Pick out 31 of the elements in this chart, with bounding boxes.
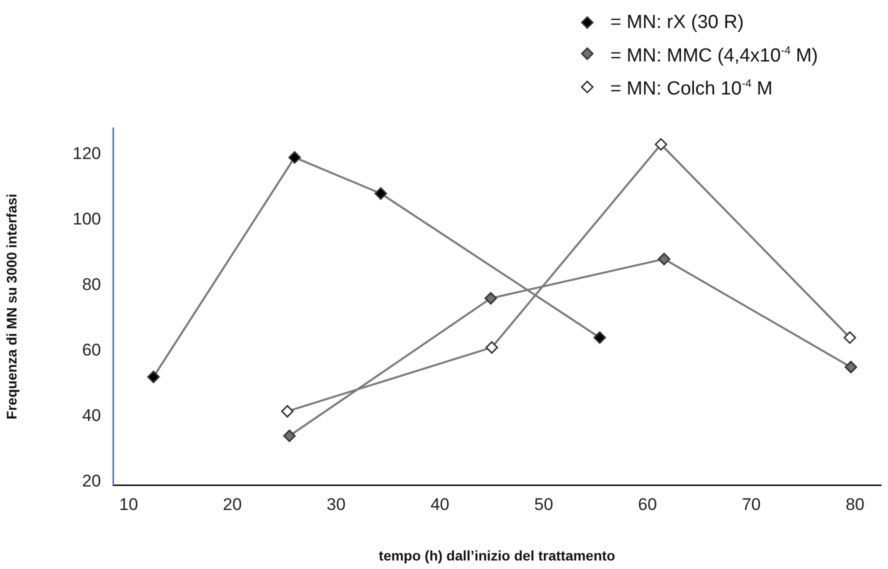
- point: [486, 341, 498, 354]
- y-tick-label: 80: [82, 274, 101, 294]
- point: [844, 360, 858, 374]
- point: [281, 405, 294, 418]
- y-tick-label: 100: [72, 209, 101, 228]
- point: [593, 331, 606, 344]
- x-tick-label: 60: [638, 494, 657, 514]
- point: [283, 430, 296, 442]
- point: [147, 370, 160, 384]
- point: [654, 138, 668, 151]
- y-axis-title: Frequenza di MN su 3000 interfasi: [3, 194, 20, 420]
- x-tick-label: 40: [430, 494, 450, 514]
- point: [374, 187, 388, 200]
- legend-label: = MN: MMC (4,4x10$^{-4}$ M): [610, 44, 818, 68]
- x-axis-title: tempo (h) dall’inizio del trattamento: [378, 547, 616, 564]
- point: [658, 252, 670, 266]
- legend-label: = MN: rX (30 R): [610, 11, 744, 35]
- x-tick-label: 70: [742, 494, 761, 514]
- y-tick-label: 20: [82, 471, 101, 490]
- point: [844, 331, 856, 344]
- y-tick-label: 40: [82, 406, 101, 425]
- y-tick-label: 60: [82, 340, 101, 360]
- x-tick-label: 10: [119, 494, 138, 514]
- point: [288, 151, 301, 164]
- y-tick-label: 120: [72, 144, 101, 163]
- legend-label: = MN: Colch 10$^{-4}$ M: [610, 77, 773, 102]
- x-tick-label: 80: [846, 494, 865, 514]
- x-tick-label: 50: [534, 494, 554, 514]
- x-tick-label: 20: [222, 494, 242, 514]
- point: [484, 292, 498, 305]
- x-tick-label: 30: [326, 494, 346, 514]
